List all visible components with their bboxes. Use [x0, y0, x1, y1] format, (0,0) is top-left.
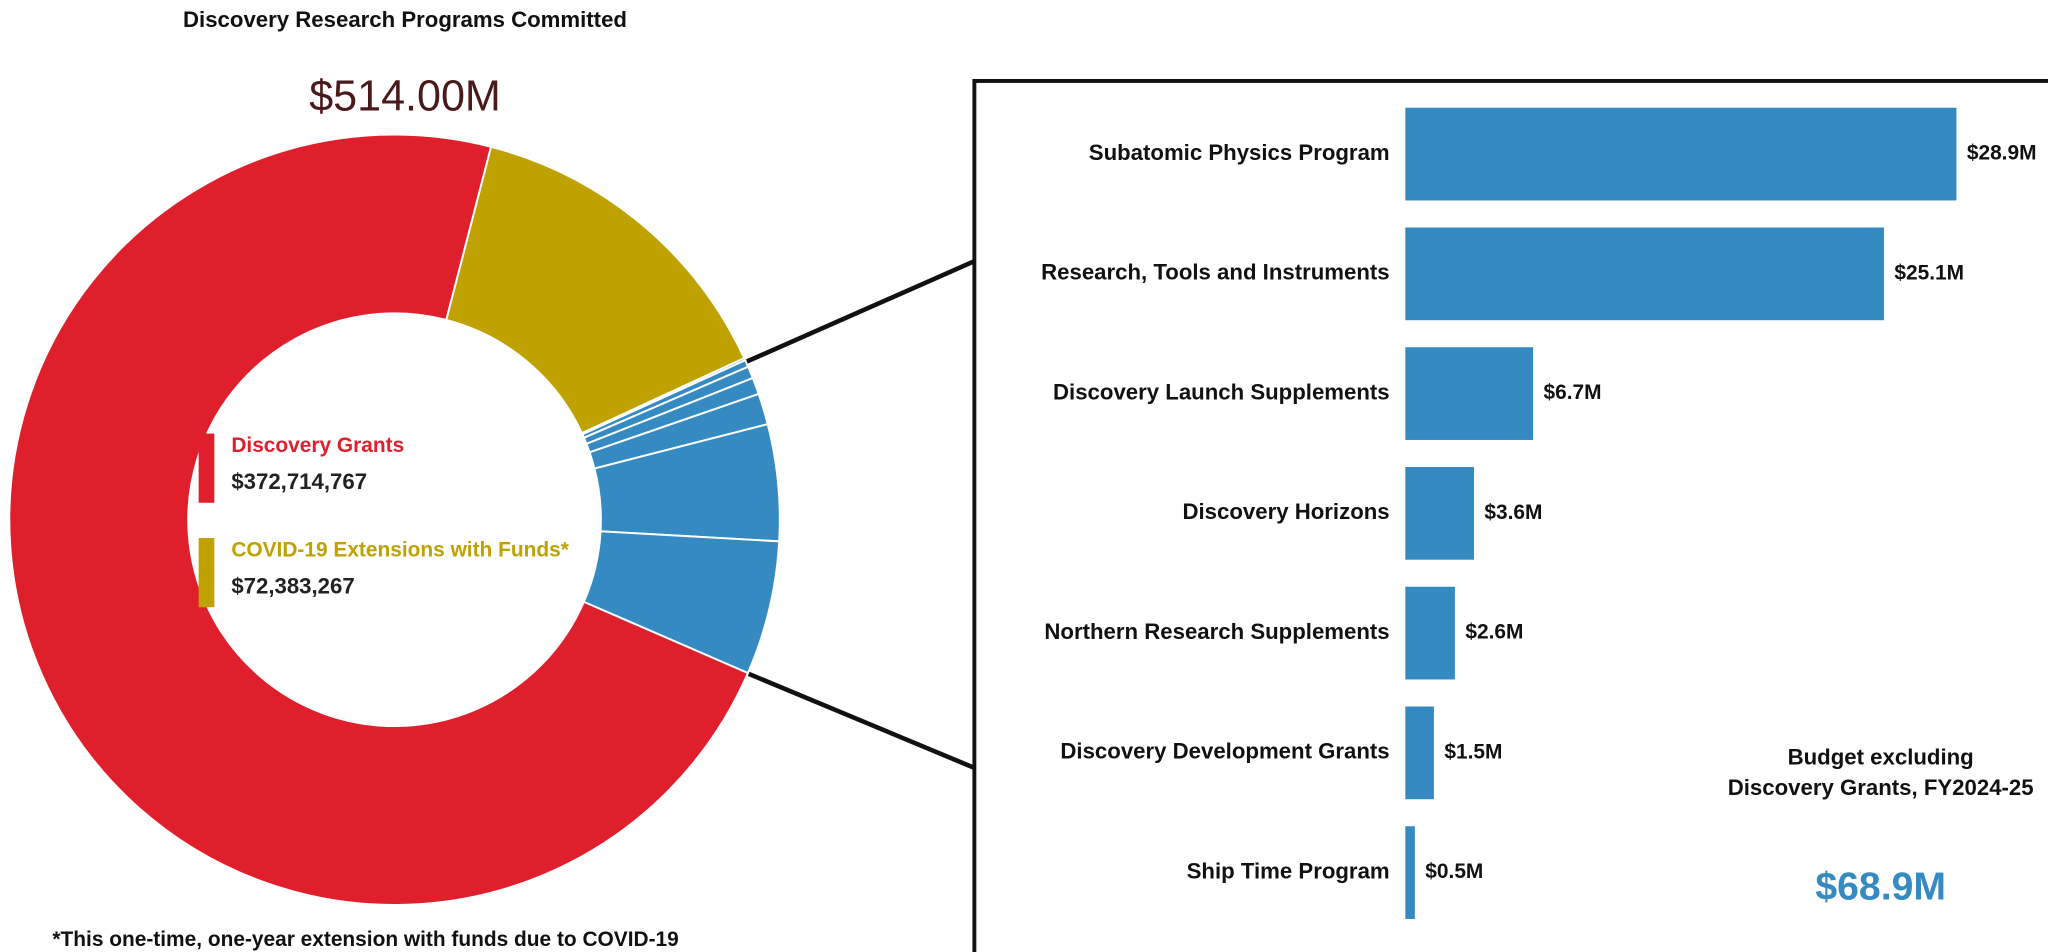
bar	[1405, 466, 1474, 560]
bar-value: $6.7M	[1544, 381, 1602, 404]
bar-label: Subatomic Physics Program	[1089, 140, 1390, 165]
bar	[1405, 586, 1455, 680]
donut-slice	[445, 145, 746, 435]
bar-chart-title: Budget excluding Discovery Grants, FY2024…	[1728, 745, 2034, 800]
bar-value: $25.1M	[1894, 261, 1964, 284]
chart-title: Discovery Research Programs Committed	[183, 7, 627, 32]
legend-swatch	[198, 433, 215, 503]
total: $514.00M	[309, 73, 501, 121]
bar-value: $0.5M	[1425, 860, 1483, 883]
bar	[1405, 227, 1884, 321]
bar-label: Discovery Horizons	[1182, 499, 1389, 524]
bar	[1405, 107, 1957, 201]
bar-label: Northern Research Supplements	[1044, 619, 1389, 644]
footnote: *This one-time, one-year extension with …	[52, 928, 678, 951]
zoom-box	[972, 79, 2048, 952]
bar	[1405, 347, 1534, 440]
legend-swatch	[198, 538, 215, 608]
bar-label: Discovery Launch Supplements	[1053, 379, 1390, 404]
bar-value: $2.6M	[1465, 621, 1523, 644]
bar-value: $28.9M	[1967, 142, 2037, 165]
legend-label: Discovery Grants	[231, 434, 404, 457]
bar-label: Ship Time Program	[1187, 858, 1390, 883]
legend-value: $372,714,767	[231, 469, 367, 494]
legend-value: $72,383,267	[231, 574, 354, 599]
bar	[1405, 706, 1434, 800]
legend-label: COVID-19 Extensions with Funds*	[231, 539, 569, 562]
bar-value: $1.5M	[1444, 740, 1502, 763]
bar-label: Research, Tools and Instruments	[1041, 260, 1390, 285]
bar-chart-total: $68.9M	[1815, 866, 1946, 909]
bar	[1405, 826, 1415, 919]
bar-value: $3.6M	[1484, 501, 1542, 524]
bar-label: Discovery Development Grants	[1060, 739, 1389, 764]
donut-slice	[8, 133, 750, 906]
